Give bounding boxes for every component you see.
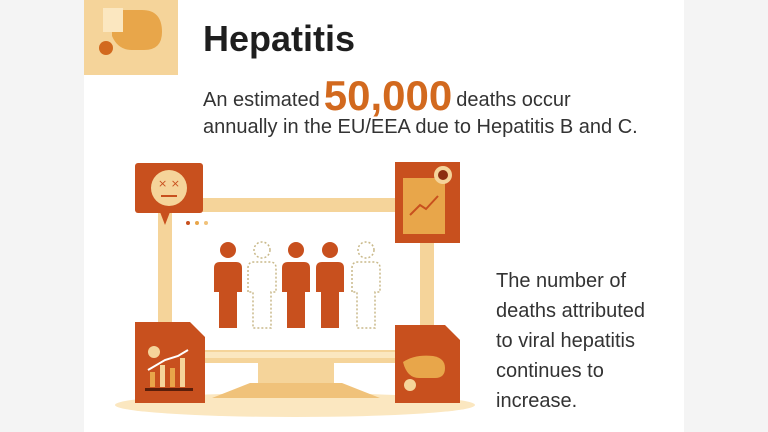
side-note-line: deaths attributed <box>496 300 645 322</box>
liver-virus-icon <box>84 0 178 75</box>
person-icon <box>247 241 277 329</box>
person-icon <box>282 242 310 328</box>
headline-line-1: An estimated50,000 deaths occur <box>203 72 571 120</box>
rising-chart-document-icon <box>395 162 460 243</box>
page-title: Hepatitis <box>203 18 356 59</box>
svg-text:× ×: × × <box>158 177 180 190</box>
side-note-line: continues to <box>496 360 604 382</box>
liver-document-icon <box>395 325 460 403</box>
side-note: The number of deaths attributed to viral… <box>496 266 676 416</box>
side-note-line: increase. <box>496 390 578 412</box>
headline-line-2: annually in the EU/EEA due to Hepatitis … <box>203 116 638 138</box>
person-icon <box>351 241 381 329</box>
skull-bar-chart-icon <box>135 322 205 403</box>
person-icon <box>316 242 344 328</box>
dead-face-icon: × × <box>135 163 203 225</box>
person-icon <box>214 242 242 328</box>
headline-prefix: An estimated <box>203 89 320 111</box>
side-note-line: to viral hepatitis <box>496 330 635 352</box>
headline-suffix: deaths occur <box>456 89 571 111</box>
side-note-line: The number of <box>496 270 627 292</box>
death-count: 50,000 <box>323 72 453 119</box>
